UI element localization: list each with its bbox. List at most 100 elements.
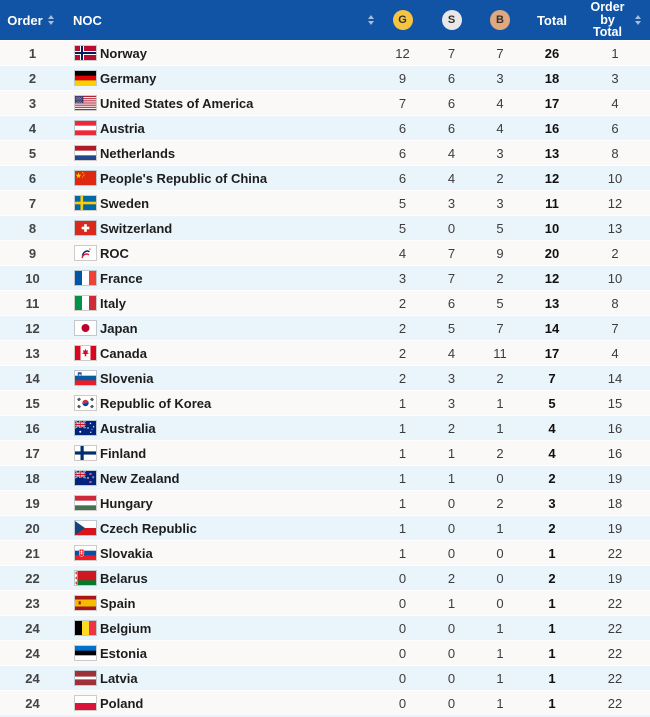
gold-count: 1: [398, 445, 407, 461]
silver-count: 5: [447, 320, 456, 336]
total-count: 11: [545, 195, 559, 211]
silver-count: 0: [447, 520, 456, 536]
italy-flag-icon: [75, 296, 96, 310]
order-by-total-value: 2: [611, 245, 619, 261]
gold-count: 5: [398, 195, 407, 211]
table-row: 11 Italy 2 6 5 13 8: [0, 290, 650, 315]
order-by-total-value: 16: [607, 445, 623, 461]
table-row: 4 Austria 6 6 4 16 6: [0, 115, 650, 140]
noc-name: United States of America: [100, 95, 254, 111]
noc-name: ROC: [100, 245, 129, 261]
bronze-count: 4: [496, 120, 504, 136]
total-count: 2: [548, 470, 556, 486]
gold-count: 2: [398, 345, 407, 361]
order-value: 24: [25, 695, 40, 711]
column-header-gold[interactable]: G: [378, 0, 427, 40]
order-value: 12: [25, 320, 40, 336]
newzealand-flag-icon: [75, 471, 96, 485]
column-header-bronze[interactable]: B: [476, 0, 524, 40]
hungary-flag-icon: [75, 496, 96, 510]
column-header-order-by-total[interactable]: Order by Total: [580, 0, 650, 40]
table-row: 10 France 3 7 2 12 10: [0, 265, 650, 290]
total-count: 14: [544, 320, 560, 336]
order-by-total-value: 3: [611, 70, 619, 86]
total-count: 20: [544, 245, 560, 261]
france-flag-icon: [75, 271, 96, 285]
noc-name: Czech Republic: [100, 520, 197, 536]
bronze-count: 9: [496, 245, 504, 261]
table-row: 3 United States of America 7 6 4 17 4: [0, 90, 650, 115]
order-by-total-value: 19: [607, 570, 623, 586]
order-value: 13: [25, 345, 40, 361]
table-row: 15 Republic of Korea 1 3 1 5 15: [0, 390, 650, 415]
roc-flag-icon: [75, 246, 96, 260]
order-by-total-value: 10: [607, 270, 623, 286]
order-value: 21: [25, 545, 40, 561]
column-header-silver[interactable]: S: [427, 0, 476, 40]
sort-icon[interactable]: [634, 15, 641, 25]
order-value: 14: [25, 370, 40, 386]
gold-count: 1: [398, 395, 407, 411]
column-header-order[interactable]: Order: [0, 0, 65, 40]
total-count: 16: [544, 120, 560, 136]
noc-name: Slovenia: [100, 370, 154, 386]
order-by-total-value: 19: [607, 520, 623, 536]
japan-flag-icon: [75, 321, 96, 335]
silver-count: 1: [447, 445, 456, 461]
noc-name: Switzerland: [100, 220, 173, 236]
table-row: 19 Hungary 1 0 2 3 18: [0, 490, 650, 515]
table-row: 12 Japan 2 5 7 14 7: [0, 315, 650, 340]
noc-name: Italy: [100, 295, 127, 311]
order-by-total-value: 1: [611, 45, 619, 61]
order-value: 1: [28, 45, 37, 61]
total-count: 1: [548, 620, 556, 636]
silver-count: 1: [447, 470, 456, 486]
column-header-total[interactable]: Total: [524, 0, 580, 40]
order-value: 3: [28, 95, 37, 111]
gold-count: 0: [398, 620, 407, 636]
bronze-medal-icon[interactable]: B: [490, 10, 510, 30]
order-by-total-value: 14: [607, 370, 623, 386]
silver-count: 6: [447, 120, 456, 136]
noc-name: Netherlands: [100, 145, 176, 161]
order-by-total-value: 22: [607, 620, 623, 636]
total-count: 1: [548, 595, 556, 611]
order-by-total-value: 8: [611, 295, 619, 311]
bronze-count: 1: [496, 420, 504, 436]
total-count: 4: [548, 420, 556, 436]
silver-count: 6: [447, 95, 456, 111]
order-value: 17: [25, 445, 40, 461]
total-count: 1: [548, 545, 556, 561]
column-header-noc[interactable]: NOC: [65, 0, 378, 40]
table-row: 24 Poland 0 0 1 1 22: [0, 690, 650, 715]
noc-name: Slovakia: [100, 545, 153, 561]
table-row: 14 Slovenia 2 3 2 7 14: [0, 365, 650, 390]
noc-name: Republic of Korea: [100, 395, 212, 411]
noc-name: Latvia: [100, 670, 138, 686]
total-column-label: Total: [536, 12, 568, 28]
bronze-count: 1: [496, 670, 504, 686]
bronze-count: 1: [496, 520, 504, 536]
order-by-total-value: 22: [607, 545, 623, 561]
order-value: 22: [25, 570, 40, 586]
gold-medal-icon[interactable]: G: [392, 10, 413, 30]
estonia-flag-icon: [75, 646, 96, 660]
gold-count: 2: [398, 320, 407, 336]
silver-medal-icon[interactable]: S: [441, 10, 462, 30]
bronze-count: 3: [496, 145, 504, 161]
table-row: 23 Spain 0 1 0 1 22: [0, 590, 650, 615]
sort-icon[interactable]: [368, 15, 374, 25]
gold-count: 5: [398, 220, 407, 236]
table-row: 13 Canada 2 4 11 17 4: [0, 340, 650, 365]
table-row: 24 Estonia 0 0 1 1 22: [0, 640, 650, 665]
silver-count: 0: [447, 545, 456, 561]
total-count: 4: [548, 445, 556, 461]
belarus-flag-icon: [75, 571, 96, 585]
sort-icon[interactable]: [47, 15, 54, 25]
noc-name: Belgium: [100, 620, 152, 636]
bronze-count: 0: [496, 545, 504, 561]
noc-name: Hungary: [100, 495, 153, 511]
order-value: 16: [25, 420, 40, 436]
spain-flag-icon: [75, 596, 96, 610]
